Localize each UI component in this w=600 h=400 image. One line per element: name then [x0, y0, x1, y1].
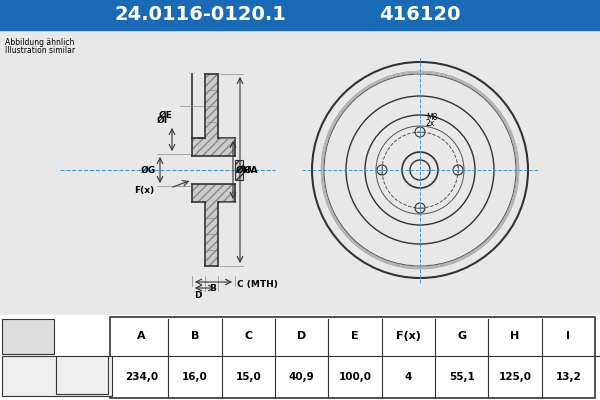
Text: C: C [244, 331, 253, 341]
Bar [205, 74, 218, 138]
Text: 24.0116-0120.1: 24.0116-0120.1 [114, 6, 286, 24]
Text: E: E [351, 331, 359, 341]
Text: F(x): F(x) [396, 331, 421, 341]
Text: ØE: ØE [159, 110, 173, 120]
Text: G: G [457, 331, 466, 341]
Text: ØG: ØG [141, 166, 156, 174]
Text: 416120: 416120 [379, 6, 461, 24]
Text: D: D [194, 291, 202, 300]
Text: ØA: ØA [244, 166, 259, 174]
Bar [235, 160, 243, 180]
Text: A: A [137, 331, 146, 341]
Text: ØI: ØI [157, 116, 168, 124]
Text: 55,1: 55,1 [449, 372, 475, 382]
Text: 15,0: 15,0 [235, 372, 261, 382]
Text: 2x: 2x [426, 119, 435, 128]
Text: 125,0: 125,0 [499, 372, 532, 382]
Text: 16,0: 16,0 [182, 372, 208, 382]
Bar [56, 356, 108, 394]
Text: C (MTH): C (MTH) [237, 280, 278, 288]
Bar [0, 315, 600, 400]
Text: H: H [511, 331, 520, 341]
Text: F(x): F(x) [134, 186, 154, 194]
Text: 4: 4 [404, 372, 412, 382]
Text: 40,9: 40,9 [289, 372, 314, 382]
Text: B: B [191, 331, 199, 341]
Bar [0, 30, 600, 315]
Bar [192, 184, 235, 202]
Bar [110, 317, 595, 398]
Bar [2, 356, 112, 396]
Text: Illustration similar: Illustration similar [5, 46, 75, 55]
Text: 100,0: 100,0 [338, 372, 371, 382]
Bar [2, 319, 54, 354]
Text: M8: M8 [426, 113, 437, 122]
Text: ØH: ØH [236, 166, 251, 174]
Text: D: D [297, 331, 306, 341]
Bar [0, 0, 600, 30]
Bar [192, 138, 235, 156]
Text: 13,2: 13,2 [556, 372, 581, 382]
Text: I: I [566, 331, 571, 341]
Bar [205, 202, 218, 266]
Text: Abbildung ähnlich: Abbildung ähnlich [5, 38, 74, 47]
Text: 234,0: 234,0 [125, 372, 158, 382]
Text: B: B [209, 284, 217, 293]
